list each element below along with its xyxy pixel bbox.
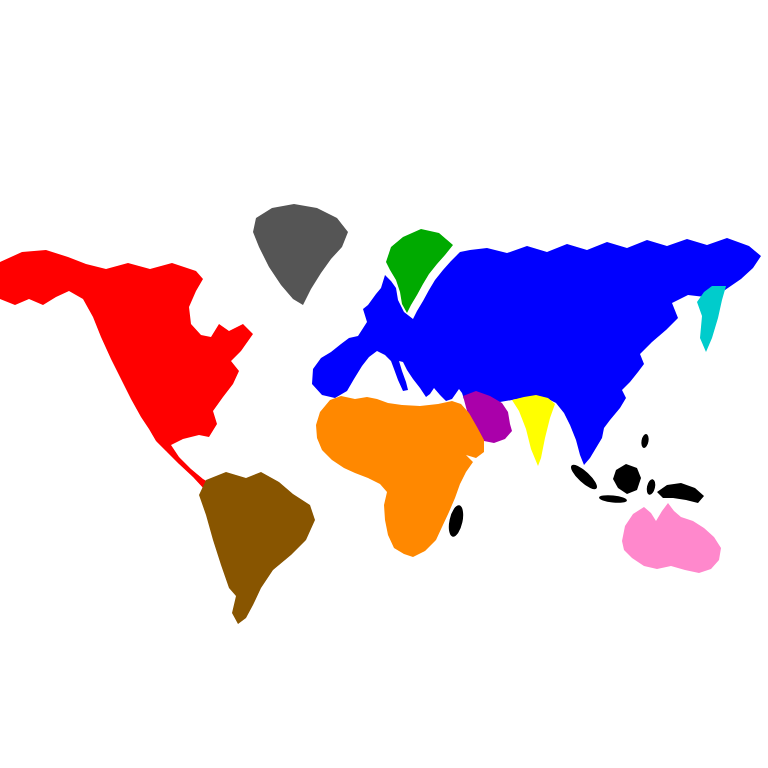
diag	[0, 0, 768, 768]
